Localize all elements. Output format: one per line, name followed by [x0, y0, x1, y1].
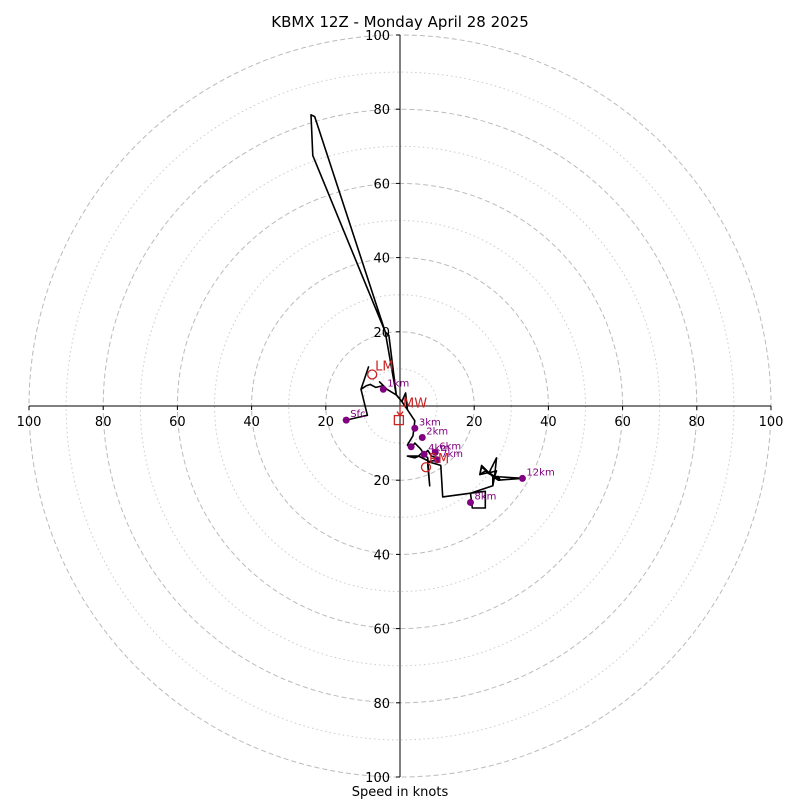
storm-motion-label: LM: [375, 359, 393, 374]
height-point: [433, 456, 441, 464]
y-tick-label: 20: [373, 474, 390, 489]
y-tick-label: 100: [365, 771, 390, 786]
storm-motion-point: [367, 369, 378, 380]
height-point: [342, 416, 350, 424]
y-tick-label: 60: [373, 177, 390, 192]
height-point: [466, 498, 474, 506]
height-label: 2km: [426, 427, 448, 438]
x-tick-label: 100: [759, 415, 784, 430]
x-tick-label: 100: [17, 415, 42, 430]
storm-motion-point: [420, 462, 432, 473]
height-point: [379, 385, 387, 393]
mean-wind-arrow: [396, 405, 404, 417]
height-point: [411, 424, 419, 432]
storm-motion-markers: LM RM MW: [367, 359, 449, 473]
series-line-0: [346, 366, 524, 509]
hodograph-traces: [310, 114, 524, 509]
x-tick-label: 80: [689, 415, 706, 430]
x-tick-label: 40: [540, 415, 557, 430]
height-label: 8km: [474, 491, 496, 502]
height-label: 12km: [526, 467, 554, 478]
height-label: Sfc: [350, 409, 365, 420]
tick-labels: 100 80 60 40 20 20 40 60 80 100100806040202040608…: [17, 29, 784, 786]
y-tick-label: 100: [365, 29, 390, 44]
chart-title: KBMX 12Z - Monday April 28 2025: [271, 13, 529, 31]
y-tick-label: 40: [373, 252, 390, 267]
x-axis-label: Speed in knots: [352, 785, 449, 800]
height-label: 4km: [428, 443, 450, 454]
storm-motion-label: RM: [429, 452, 449, 467]
x-tick-label: 40: [243, 415, 260, 430]
height-point: [407, 443, 415, 451]
height-point: [431, 448, 439, 456]
x-tick-label: 20: [466, 415, 483, 430]
height-label: 7km: [441, 449, 463, 460]
y-tick-label: 80: [373, 697, 390, 712]
y-tick-label: 60: [373, 623, 390, 638]
y-tick-label: 80: [373, 103, 390, 118]
x-tick-label: 80: [95, 415, 112, 430]
x-tick-label: 20: [318, 415, 335, 430]
height-label: 3km: [419, 417, 441, 428]
height-point: [518, 474, 526, 482]
height-point: [418, 434, 426, 442]
x-tick-label: 60: [614, 415, 631, 430]
storm-motion-square: [393, 414, 405, 426]
height-label: 6km: [439, 441, 461, 452]
y-tick-label: 40: [373, 548, 390, 563]
x-tick-label: 60: [169, 415, 186, 430]
upper-trace-line: [310, 114, 409, 410]
height-point: [420, 450, 428, 458]
height-label: 1km: [387, 378, 409, 389]
storm-motion-label: MW: [403, 397, 427, 412]
